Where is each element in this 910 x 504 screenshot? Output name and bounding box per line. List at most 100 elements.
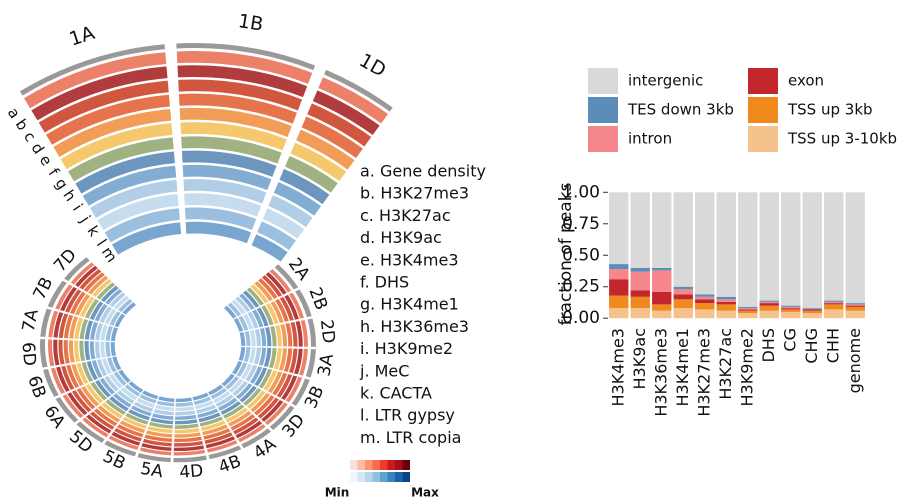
- track-band: [109, 292, 126, 308]
- chromosome-arc: [137, 453, 171, 463]
- track-band: [61, 365, 75, 390]
- track-band: [118, 369, 131, 383]
- track-band: [113, 295, 130, 310]
- track-band: [182, 164, 272, 191]
- chromosome-label: 1D: [355, 49, 389, 81]
- track-band: [56, 366, 70, 392]
- legend-swatch: [748, 97, 778, 123]
- track-band: [48, 310, 59, 338]
- y-tick-label: 0.75: [562, 214, 600, 234]
- legend-swatch: [748, 68, 778, 94]
- track-band: [254, 329, 261, 347]
- track-band: [100, 285, 119, 303]
- bar-segment: [802, 192, 822, 309]
- colorbar-cell: [387, 460, 395, 470]
- track-band: [89, 301, 104, 320]
- track-band: [265, 303, 279, 325]
- bar-segment: [609, 279, 629, 296]
- track-legend-label: j. MeC: [359, 361, 409, 380]
- track-band: [194, 400, 214, 410]
- track-band: [261, 275, 283, 297]
- bar-segment: [716, 296, 736, 300]
- colorbar-cell: [380, 460, 388, 470]
- colorbar-cell: [402, 460, 410, 470]
- track-band: [90, 321, 99, 340]
- bar-segment: [716, 310, 736, 319]
- track-band: [203, 428, 231, 440]
- legend-label: intergenic: [628, 72, 703, 90]
- track-band: [155, 404, 175, 411]
- bar-segment: [781, 309, 801, 312]
- colorbar-cell: [350, 460, 358, 470]
- track-band: [74, 317, 84, 339]
- track-band: [174, 436, 202, 443]
- track-band: [145, 430, 173, 438]
- x-tick-label: H3K27me3: [694, 328, 713, 417]
- track-band: [99, 306, 113, 323]
- track-band: [177, 65, 308, 98]
- track-band: [105, 288, 123, 305]
- colorbar-label: Min: [325, 486, 350, 500]
- track-band: [233, 317, 244, 332]
- colorbar-cell: [395, 472, 403, 482]
- legend-label: intron: [628, 130, 672, 148]
- bar-segment: [630, 192, 650, 268]
- track-band: [85, 384, 104, 404]
- track-band: [153, 409, 174, 416]
- y-tick-label: 1.00: [562, 182, 600, 202]
- track-band: [240, 363, 253, 380]
- track-band: [183, 179, 267, 204]
- x-tick-label: CG: [780, 328, 799, 352]
- track-legend-label: k. CACTA: [360, 384, 432, 403]
- track-legend-label: g. H3K4me1: [360, 295, 459, 314]
- track-band: [236, 362, 248, 377]
- track-band: [175, 401, 194, 407]
- track-letter: h: [59, 187, 79, 205]
- track-band: [265, 327, 272, 347]
- colorbar-cell: [357, 460, 365, 470]
- track-band: [158, 396, 175, 403]
- track-band: [300, 320, 308, 347]
- bar-segment: [738, 308, 758, 310]
- track-band: [215, 394, 234, 407]
- track-band: [218, 397, 238, 411]
- x-tick-label: H3K4me3: [608, 328, 627, 407]
- track-band: [152, 413, 174, 420]
- track-band: [97, 405, 121, 423]
- track-band: [69, 316, 79, 339]
- track-band: [175, 414, 197, 420]
- chromosome-label: 6D: [18, 341, 40, 366]
- track-band: [193, 396, 212, 405]
- track-band: [91, 360, 103, 379]
- bar-segment: [695, 303, 715, 310]
- track-band: [63, 314, 74, 339]
- bar-segment: [673, 299, 693, 309]
- bar-segment: [781, 305, 801, 307]
- track-band: [252, 309, 264, 328]
- track-band: [113, 393, 132, 408]
- track-band: [53, 312, 64, 338]
- track-band: [237, 424, 266, 443]
- track-band: [265, 272, 287, 295]
- track-band: [119, 420, 146, 434]
- bar-segment: [759, 305, 779, 311]
- track-band: [141, 443, 172, 451]
- bar-segment: [759, 301, 779, 304]
- track-band: [232, 360, 243, 375]
- track-band: [90, 179, 178, 218]
- chromosome-arc: [64, 257, 90, 282]
- track-band: [24, 52, 167, 109]
- chromosome-label: 7A: [19, 307, 43, 333]
- track-band: [250, 284, 269, 304]
- colorbar-cell: [350, 472, 358, 482]
- track-band: [105, 325, 113, 341]
- track-band: [239, 332, 246, 346]
- chromosome-label: 3A: [314, 352, 337, 378]
- track-band: [261, 305, 274, 326]
- track-band: [175, 406, 195, 412]
- bar-segment: [609, 269, 629, 280]
- track-band: [90, 382, 108, 401]
- bar-segment: [802, 309, 822, 311]
- track-band: [92, 278, 112, 298]
- track-band: [276, 374, 293, 398]
